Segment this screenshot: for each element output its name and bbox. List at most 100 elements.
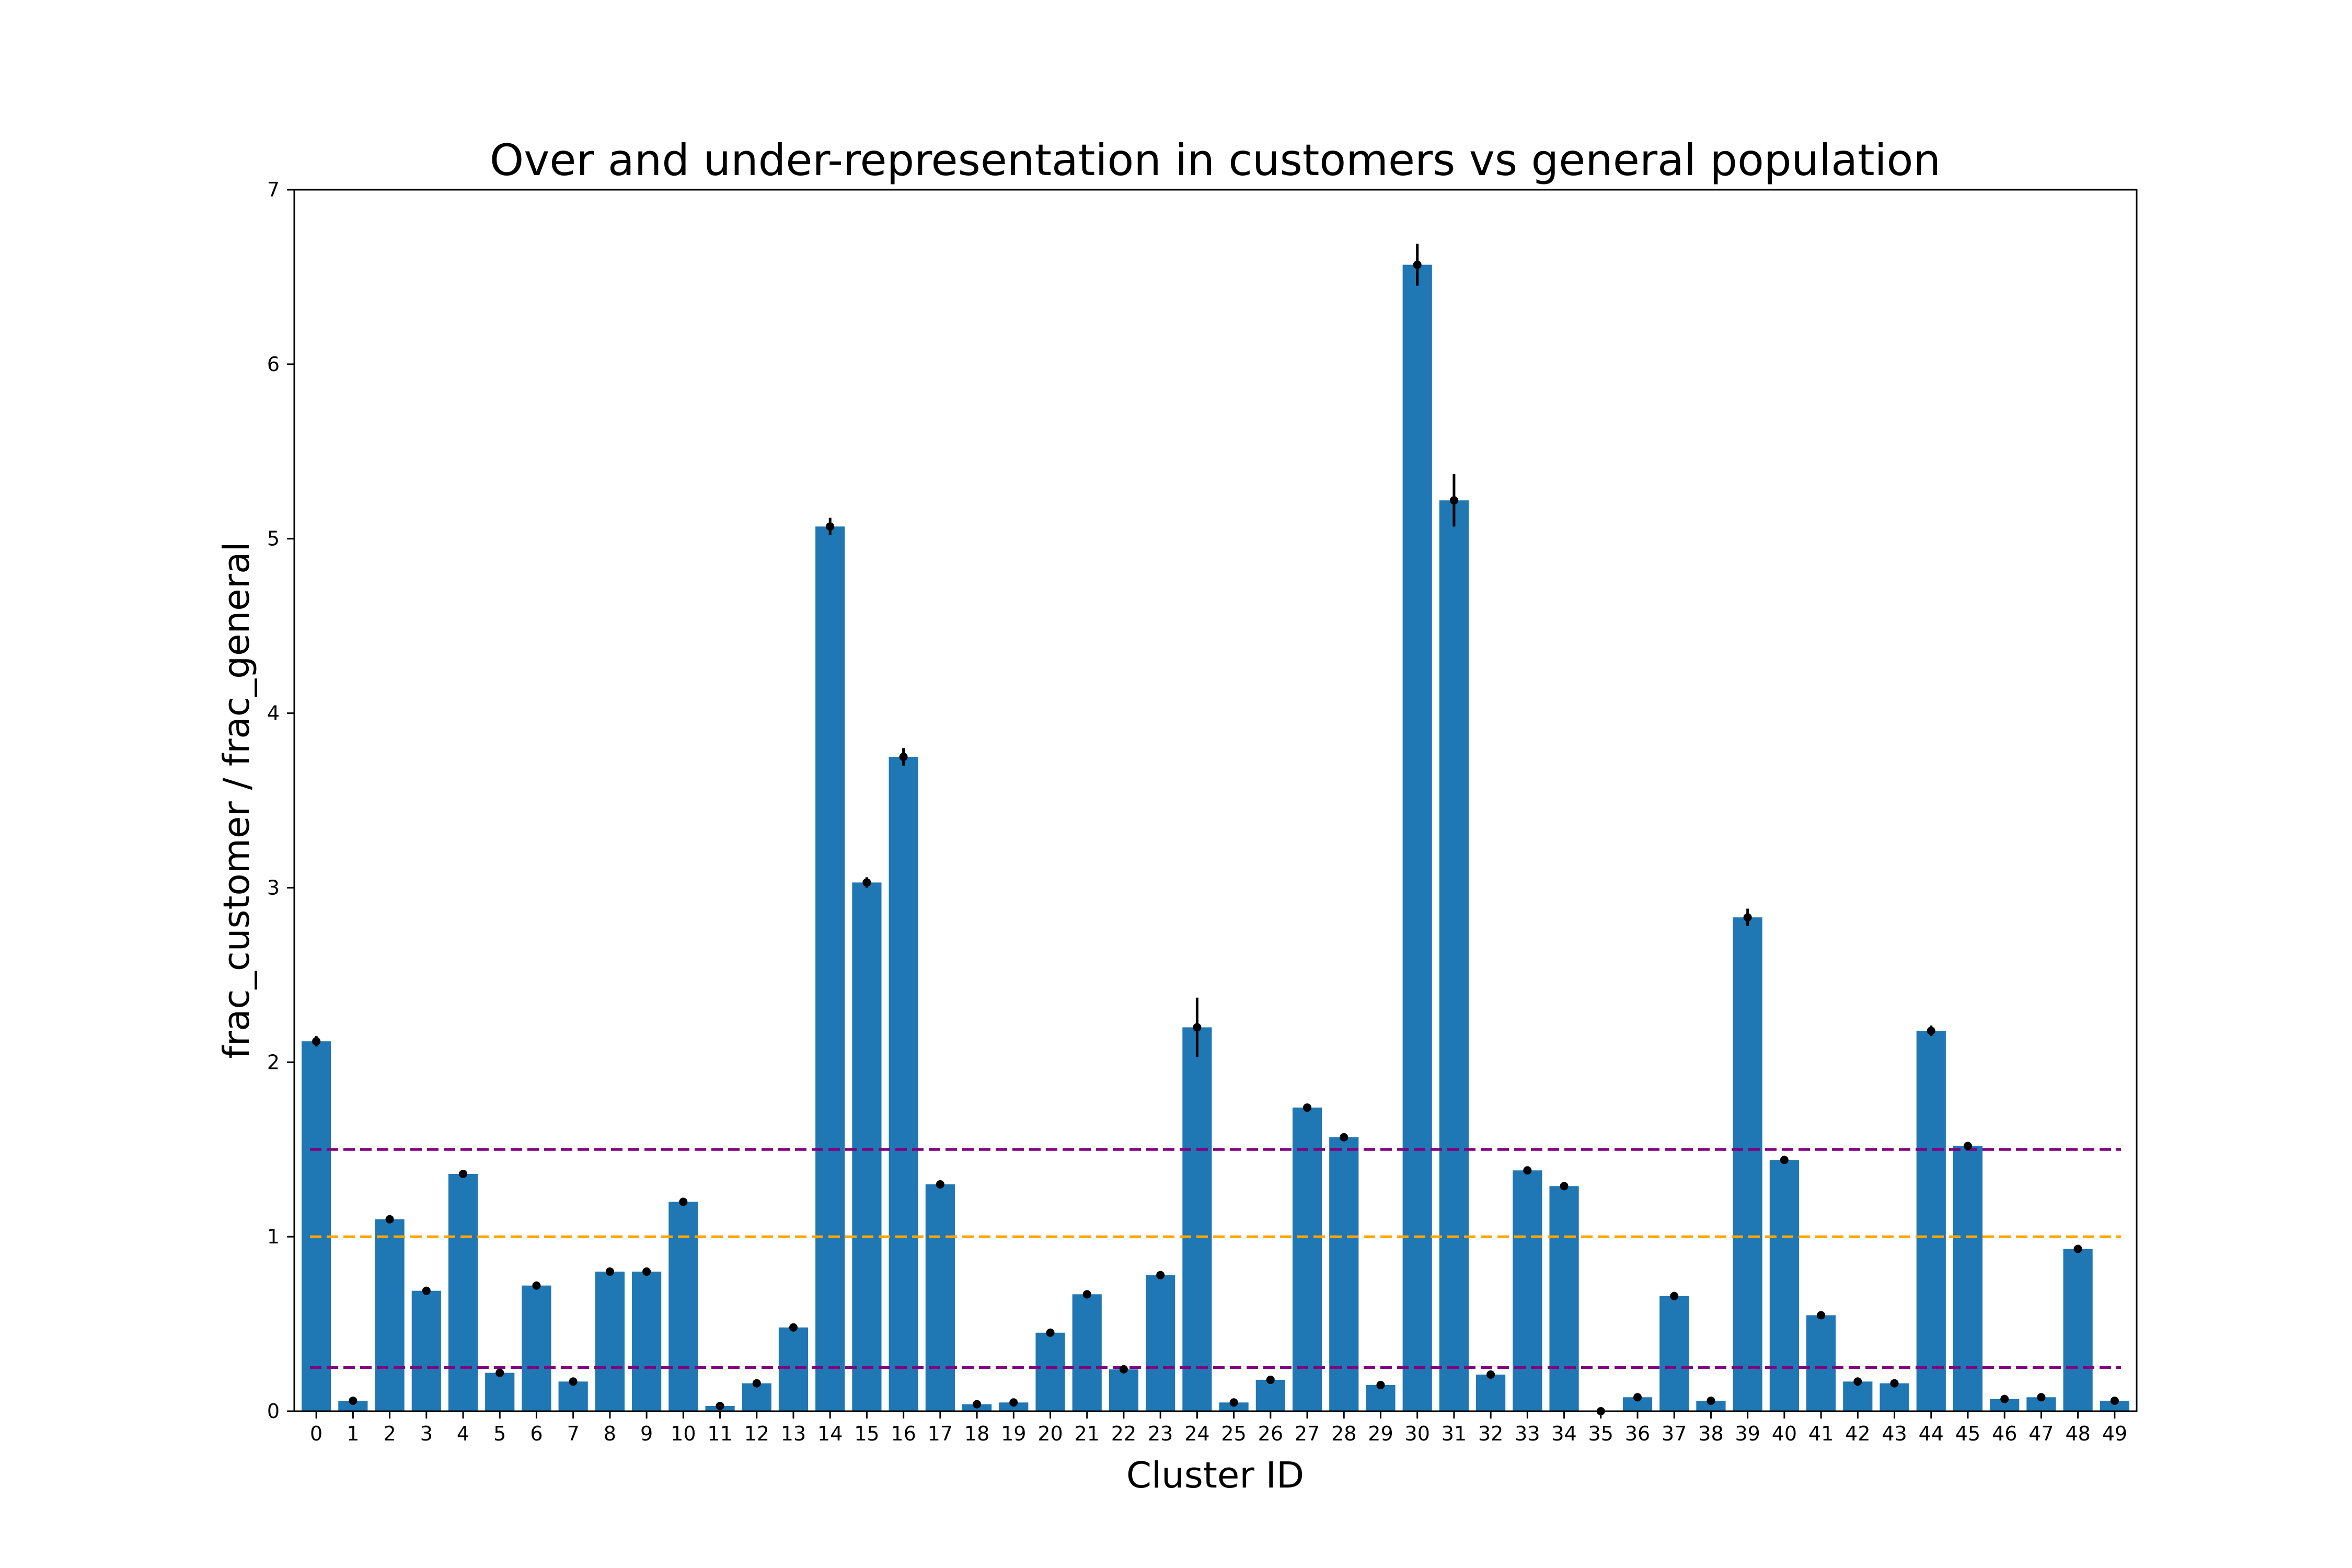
bar-cluster-32 — [1476, 1374, 1506, 1411]
point-marker-cluster-12 — [752, 1379, 761, 1388]
x-tick-label: 41 — [1808, 1422, 1834, 1445]
y-tick-label: 6 — [267, 353, 280, 376]
x-tick-label: 10 — [671, 1422, 696, 1445]
x-tick-label: 19 — [1001, 1422, 1026, 1445]
point-marker-cluster-37 — [1670, 1292, 1679, 1300]
x-tick-label: 40 — [1772, 1422, 1797, 1445]
bar-cluster-38 — [1696, 1400, 1726, 1411]
x-tick-label: 9 — [640, 1422, 653, 1445]
bar-cluster-20 — [1035, 1332, 1065, 1411]
bar-cluster-43 — [1880, 1383, 1909, 1411]
x-tick-label: 29 — [1368, 1422, 1393, 1445]
x-tick-label: 48 — [2065, 1422, 2090, 1445]
point-marker-cluster-47 — [2037, 1393, 2046, 1402]
bar-cluster-45 — [1953, 1146, 1983, 1411]
point-marker-cluster-4 — [459, 1169, 468, 1178]
bar-cluster-22 — [1109, 1369, 1139, 1411]
x-tick-label: 1 — [347, 1422, 359, 1445]
bar-cluster-19 — [999, 1402, 1029, 1411]
y-tick-label: 1 — [267, 1225, 280, 1248]
bar-cluster-26 — [1255, 1379, 1285, 1411]
x-tick-label: 30 — [1405, 1422, 1430, 1445]
x-tick-label: 47 — [2028, 1422, 2054, 1445]
y-tick-label: 5 — [267, 527, 280, 550]
bar-cluster-3 — [411, 1290, 441, 1411]
y-tick-label: 0 — [267, 1400, 280, 1423]
point-marker-cluster-49 — [2110, 1396, 2119, 1405]
point-marker-cluster-36 — [1633, 1393, 1642, 1402]
y-tick-label: 7 — [267, 178, 280, 201]
bar-cluster-24 — [1182, 1027, 1212, 1411]
bar-cluster-34 — [1549, 1186, 1579, 1411]
point-marker-cluster-42 — [1853, 1377, 1862, 1386]
bar-cluster-1 — [338, 1400, 368, 1411]
x-tick-label: 17 — [928, 1422, 953, 1445]
point-marker-cluster-25 — [1229, 1398, 1238, 1407]
x-tick-label: 23 — [1148, 1422, 1173, 1445]
plot-frame — [293, 189, 2138, 1412]
x-tick-label: 20 — [1037, 1422, 1063, 1445]
point-marker-cluster-3 — [422, 1286, 431, 1295]
point-marker-cluster-11 — [716, 1401, 724, 1410]
x-tick-label: 11 — [707, 1422, 732, 1445]
point-marker-cluster-1 — [349, 1396, 358, 1405]
bar-cluster-10 — [668, 1202, 698, 1411]
bar-cluster-16 — [889, 757, 918, 1411]
point-marker-cluster-31 — [1449, 496, 1458, 505]
x-tick-label: 26 — [1258, 1422, 1283, 1445]
x-tick-label: 49 — [2102, 1422, 2127, 1445]
point-marker-cluster-2 — [385, 1215, 394, 1224]
bar-cluster-37 — [1659, 1296, 1689, 1411]
point-marker-cluster-6 — [532, 1281, 541, 1290]
point-marker-cluster-34 — [1560, 1182, 1569, 1191]
point-marker-cluster-22 — [1119, 1365, 1128, 1374]
x-tick-label: 39 — [1735, 1422, 1760, 1445]
x-tick-label: 27 — [1295, 1422, 1320, 1445]
point-marker-cluster-29 — [1376, 1380, 1385, 1389]
x-tick-label: 0 — [310, 1422, 322, 1445]
bar-cluster-44 — [1916, 1031, 1946, 1411]
point-marker-cluster-26 — [1266, 1375, 1275, 1384]
bar-cluster-42 — [1843, 1381, 1873, 1411]
bar-cluster-46 — [1990, 1399, 2020, 1411]
point-marker-cluster-33 — [1523, 1166, 1532, 1175]
x-tick-label: 4 — [457, 1422, 469, 1445]
point-marker-cluster-10 — [679, 1197, 688, 1206]
point-marker-cluster-30 — [1413, 260, 1422, 269]
bar-cluster-12 — [742, 1383, 771, 1411]
point-marker-cluster-40 — [1780, 1156, 1789, 1165]
x-tick-label: 45 — [1955, 1422, 1980, 1445]
bar-cluster-15 — [852, 882, 882, 1411]
bar-cluster-31 — [1439, 500, 1469, 1412]
bar-cluster-21 — [1072, 1294, 1102, 1411]
bar-cluster-7 — [558, 1381, 588, 1411]
bar-cluster-39 — [1733, 917, 1762, 1411]
point-marker-cluster-0 — [312, 1037, 321, 1046]
point-marker-cluster-5 — [495, 1368, 504, 1377]
point-marker-cluster-44 — [1927, 1027, 1935, 1035]
x-tick-label: 22 — [1111, 1422, 1136, 1445]
bar-cluster-6 — [522, 1285, 551, 1411]
point-marker-cluster-43 — [1890, 1379, 1899, 1388]
point-marker-cluster-17 — [936, 1180, 944, 1189]
x-tick-label: 13 — [781, 1422, 806, 1445]
x-tick-label: 7 — [567, 1422, 580, 1445]
point-marker-cluster-39 — [1743, 913, 1752, 922]
point-marker-cluster-46 — [2000, 1394, 2009, 1403]
point-marker-cluster-19 — [1009, 1398, 1018, 1407]
x-tick-label: 18 — [964, 1422, 989, 1445]
bar-cluster-5 — [485, 1373, 515, 1411]
point-marker-cluster-16 — [899, 753, 908, 762]
point-marker-cluster-20 — [1046, 1328, 1055, 1337]
bar-cluster-9 — [632, 1271, 662, 1411]
bar-cluster-28 — [1329, 1137, 1359, 1411]
x-tick-label: 33 — [1515, 1422, 1540, 1445]
point-marker-cluster-24 — [1193, 1023, 1202, 1032]
x-tick-label: 24 — [1184, 1422, 1209, 1445]
x-tick-label: 5 — [493, 1422, 506, 1445]
bar-cluster-29 — [1366, 1385, 1396, 1411]
point-marker-cluster-18 — [973, 1400, 982, 1409]
bar-cluster-25 — [1219, 1402, 1249, 1411]
x-tick-label: 46 — [1992, 1422, 2017, 1445]
